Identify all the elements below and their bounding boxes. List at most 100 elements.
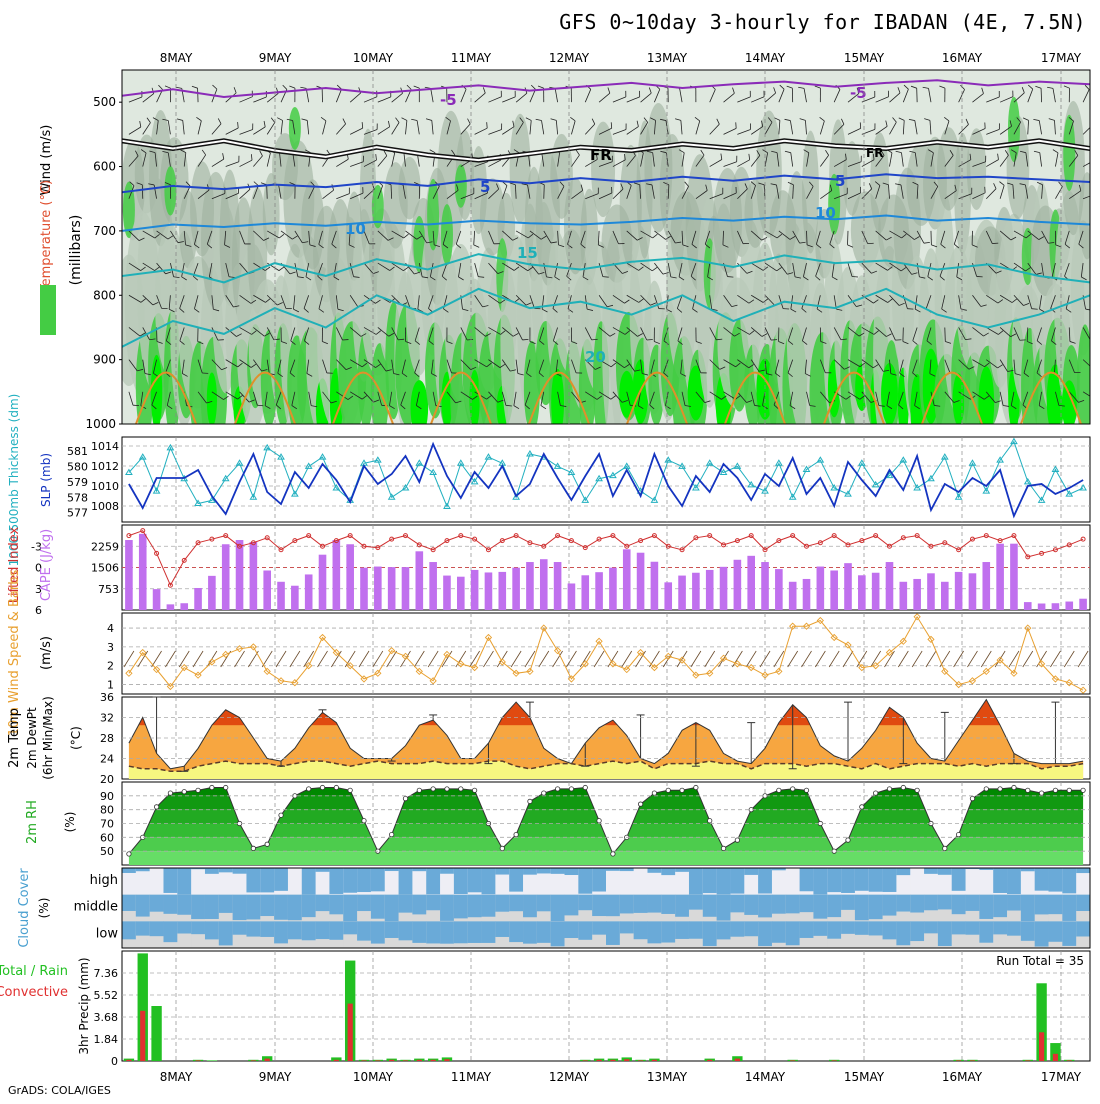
cloud-cell [136,921,150,935]
wind-barb [263,424,267,437]
cloud-cell [841,895,855,910]
wind-barb [807,424,815,436]
rh-point [500,846,504,850]
cloud-cell [730,868,744,894]
cloud-cell [426,921,440,943]
wind-barb-10m [165,651,175,667]
wind-barb-flag [707,429,712,432]
precip-conv-bar [1025,1060,1030,1061]
wind-barb-flag [939,434,945,435]
cape-bar [692,573,700,610]
lifted-index-line [129,531,1083,586]
cloud-cell [827,895,841,917]
cloud-cell [482,895,496,917]
wind-barb-flag [253,438,258,440]
wind-barb [807,231,808,245]
rh-point [846,838,850,842]
precip-conv-bar [652,1060,657,1061]
thickness-point [1080,485,1086,490]
cloud-cell [205,921,219,939]
cloud-cell [246,921,260,936]
wind-barb [475,424,485,433]
cape-bar [333,540,341,610]
cloud-cell [316,895,330,911]
wind-barb [226,424,237,433]
cloud-cell [136,895,150,917]
wind-barb-10m [788,651,798,667]
cape-bar [982,562,990,610]
cloud-cell [758,868,772,894]
wind-barb-flag [1091,119,1093,125]
wind-barb-10m [802,651,812,667]
precip-conv-bar [444,1059,449,1061]
rh-point [638,802,642,806]
bottom-day-label: 11MAY [451,1070,492,1084]
wind-barb-flag [128,438,134,440]
wind-barb-flag [1095,154,1096,160]
wind-barb [544,424,545,438]
wind-barb-10m [1050,651,1060,667]
precip-tick-label: 1.84 [94,1033,119,1046]
cloud-cell [371,921,385,943]
rh-point [348,788,352,792]
wind-barb [999,424,1000,438]
rh-band-bright [207,372,217,426]
cloud-cell [675,895,689,917]
rh-point [652,791,656,795]
cloud-cell [938,868,952,875]
wind-barb-10m [428,651,438,667]
precip-conv-bar [348,1004,353,1061]
wind-barb-10m [912,651,922,667]
cloud-cell [717,921,731,939]
cloud-cell [523,895,537,918]
cloud-cell [509,921,523,942]
wind-barb [461,424,473,431]
rh-point [887,787,891,791]
wind-barb [585,424,597,431]
cloud-cell [730,921,744,936]
cape-bar [277,582,285,610]
precip-conv-bar [707,1060,712,1061]
precip-conv-bar [832,1060,837,1061]
wind-barb [682,424,689,436]
cloud-cell-bg [620,868,634,895]
wind-barb-10m [884,651,894,667]
wind-barb [419,424,420,438]
cape-bar [568,583,576,610]
wind-barb [336,424,348,431]
rh-point [403,796,407,800]
cloud-cell [758,895,772,918]
cloud-cell [813,868,827,894]
cloud-cell [993,921,1007,934]
wind-barb-flag [473,427,478,431]
cloud-cell [495,868,509,875]
wind-barb [267,185,268,199]
wind-barb-flag [236,430,241,433]
cloud-cell [233,895,247,920]
cape-bar [1010,544,1018,610]
wind-barb [599,424,609,433]
cloud-cell [371,895,385,919]
wind-barb-flag [846,427,851,431]
cape-bar [817,567,825,610]
cape-bar [443,576,451,610]
cloud-cell [634,895,648,913]
cloud-row-label: middle [74,900,118,915]
cloud-cell [634,921,648,939]
cloud-cell [966,895,980,911]
wind-barb-10m [359,651,369,667]
cloud-cell [288,895,302,921]
rh-point [514,832,518,836]
cloud-cell [772,921,786,942]
cloud-cell [302,868,316,895]
rh-point [389,832,393,836]
bottom-day-label: 8MAY [160,1070,193,1084]
wind-barb-flag [832,429,837,432]
cloud-cell [717,868,731,894]
cloud-cell [565,921,579,938]
rh-tick-label: 70 [100,818,114,831]
contour-label: -5 [440,91,457,109]
cape-bar [416,551,424,610]
cloud-cell [772,895,786,914]
cloud-cell [1062,895,1076,921]
